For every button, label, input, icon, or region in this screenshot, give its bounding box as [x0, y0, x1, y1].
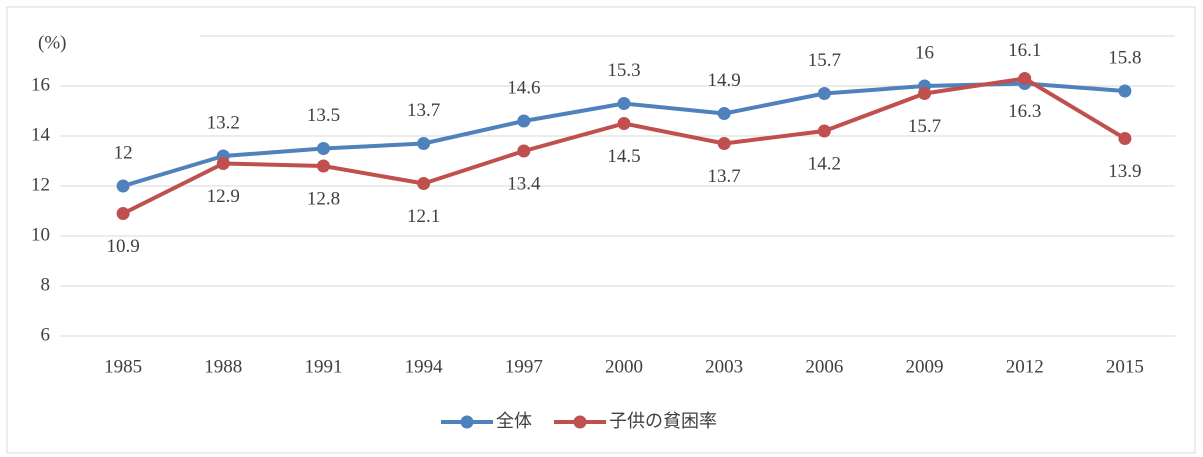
data-point [817, 87, 831, 100]
legend-label: 全体 [496, 411, 532, 432]
data-point [116, 179, 130, 193]
legend-marker [460, 415, 474, 429]
data-label: 14.2 [808, 153, 841, 174]
y-tick-label: 10 [31, 224, 50, 245]
data-label: 15.3 [607, 60, 640, 81]
data-point [918, 87, 932, 100]
data-label: 15.7 [808, 50, 841, 71]
x-tick-label: 1994 [405, 356, 444, 377]
data-label: 12.1 [407, 206, 440, 227]
data-label: 16.3 [1008, 101, 1041, 122]
data-label: 13.2 [207, 112, 240, 133]
data-point [817, 124, 831, 138]
data-label: 16 [915, 42, 934, 63]
legend-label: 子供の貧困率 [609, 411, 717, 432]
x-tick-label: 2000 [605, 356, 643, 377]
data-label: 13.5 [307, 105, 340, 126]
y-tick-label: 6 [41, 324, 51, 345]
data-point [417, 177, 431, 190]
x-tick-label: 2009 [906, 356, 944, 377]
data-point [1018, 72, 1032, 85]
data-point [316, 159, 330, 173]
data-point [316, 142, 330, 155]
data-label: 13.7 [407, 100, 440, 121]
data-label: 15.8 [1108, 47, 1141, 68]
y-tick-label: 14 [31, 124, 51, 145]
data-label: 13.9 [1108, 161, 1141, 182]
x-tick-label: 2006 [805, 356, 843, 377]
chart-frame [6, 6, 1196, 454]
data-label: 13.4 [507, 173, 541, 194]
data-label: 14.6 [507, 77, 540, 98]
x-tick-label: 1988 [204, 356, 242, 377]
y-tick-label: 12 [31, 174, 50, 195]
data-label: 14.9 [708, 70, 741, 91]
data-point [517, 144, 531, 158]
data-point [617, 117, 631, 130]
data-label: 12.8 [307, 188, 340, 209]
data-label: 12.9 [207, 186, 240, 207]
legend: 全体 子供の貧困率 [441, 411, 717, 432]
x-tick-label: 1991 [304, 356, 342, 377]
legend-marker [573, 415, 587, 429]
data-point [1118, 84, 1132, 98]
x-tick-label: 2003 [705, 356, 743, 377]
y-tick-label: 16 [31, 74, 50, 95]
data-label: 13.7 [708, 166, 741, 187]
data-point [517, 114, 531, 128]
x-tick-label: 1985 [104, 356, 142, 377]
data-point [1118, 132, 1132, 145]
data-label: 12 [114, 142, 133, 163]
y-tick-label: 8 [41, 274, 51, 295]
data-point [617, 97, 631, 110]
data-label: 15.7 [908, 116, 941, 137]
data-label: 16.1 [1008, 40, 1041, 61]
data-point [717, 137, 731, 150]
y-axis-label: (%) [38, 32, 66, 53]
data-label: 10.9 [106, 236, 139, 257]
data-point [216, 157, 230, 170]
data-point [717, 107, 731, 120]
data-point [417, 137, 431, 150]
x-tick-label: 2012 [1006, 356, 1044, 377]
data-label: 14.5 [607, 146, 640, 167]
x-tick-label: 1997 [505, 356, 543, 377]
data-point [116, 207, 130, 220]
x-tick-label: 2015 [1106, 356, 1144, 377]
